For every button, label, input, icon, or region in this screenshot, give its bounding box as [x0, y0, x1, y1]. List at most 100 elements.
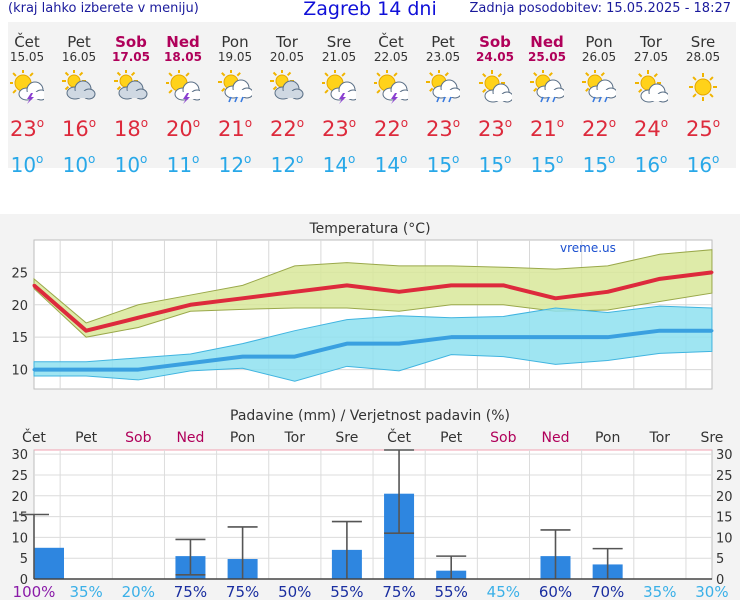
page-title: Zagreb 14 dni: [303, 0, 437, 20]
precip-probability: 50%: [278, 583, 311, 600]
y-tick-label-right: 5: [716, 552, 724, 567]
y-tick-label: 25: [11, 469, 28, 484]
max-temp: 23o: [425, 116, 461, 141]
charts-panel: 10 15 20 25 Temperatura (°C) vreme.us Padavine…: [0, 214, 740, 600]
max-temp-point: [293, 290, 297, 294]
day-column: Pet 23.05 23o 15o: [417, 22, 469, 177]
min-temp-point: [241, 355, 245, 359]
day-column: Sre 28.05 25o 16o: [677, 22, 729, 178]
sun-cloud-rain-icon: [218, 69, 254, 104]
precip-bar: [34, 547, 64, 579]
min-temp: 14o: [374, 152, 408, 177]
min-temp: 15o: [530, 152, 564, 177]
max-temp-point: [32, 283, 36, 287]
day-date: 15.05: [9, 50, 45, 64]
max-temp: 21o: [217, 116, 253, 141]
day-name: Ned: [530, 33, 564, 51]
y-tick-label-right: 15: [716, 511, 733, 526]
y-tick-label-right: 20: [716, 490, 733, 505]
max-temp: 18o: [113, 116, 149, 141]
max-temp-point: [606, 290, 610, 294]
max-temp: 25o: [685, 116, 721, 141]
sun-cloud-lightning-icon: [373, 69, 412, 104]
precip-probability: 20%: [122, 583, 155, 600]
y-tick-label: 15: [11, 511, 28, 526]
min-temp-point: [345, 342, 349, 346]
partly-cloudy-icon: [634, 70, 670, 104]
max-temp: 22o: [581, 116, 617, 141]
day-name: Tor: [640, 33, 662, 51]
max-temp-point: [710, 270, 714, 274]
day-name: Pon: [221, 33, 249, 51]
max-temp-point: [136, 316, 140, 320]
precip-probability: 35%: [643, 583, 676, 600]
cloudy-sun-icon: [62, 69, 96, 104]
max-temp: 22o: [373, 116, 409, 141]
precip-probability: 55%: [330, 583, 363, 600]
day-column: Pon 19.05 21o 12o: [209, 22, 261, 177]
min-temp: 16o: [686, 152, 720, 177]
day-date: 18.05: [164, 50, 202, 64]
day-column: Sre 21.05 23o 14o: [313, 22, 365, 177]
min-temp-point: [710, 329, 714, 333]
precip-probability: 55%: [435, 583, 468, 600]
precip-day-label: Tor: [284, 430, 306, 446]
max-temp-point: [501, 283, 505, 287]
max-temp-point: [84, 329, 88, 333]
max-temp: 23o: [321, 116, 357, 141]
precip-probability: 70%: [591, 583, 624, 600]
min-temp-point: [449, 335, 453, 339]
max-temp: 24o: [633, 116, 669, 141]
precip-day-label: Pon: [230, 430, 255, 446]
day-name: Sre: [326, 33, 352, 51]
daily-forecast-strip: Čet 15.05 23o 10o Pet 16.05 16o 10o Sob 17.05 18o 1…: [8, 22, 736, 177]
precip-probability: 30%: [695, 583, 728, 600]
precip-probability: 75%: [382, 583, 415, 600]
day-name: Tor: [276, 33, 298, 51]
min-temp: 14o: [322, 152, 356, 177]
sun-cloud-lightning-icon: [165, 69, 204, 104]
y-tick-label: 0: [20, 573, 28, 588]
max-temp: 20o: [165, 116, 201, 141]
y-tick-label: 20: [11, 490, 28, 505]
precip-day-label: Ned: [542, 430, 570, 446]
max-temp-point: [658, 277, 662, 281]
precip-probability: 100%: [13, 583, 56, 600]
day-name: Sob: [479, 33, 511, 51]
precip-day-label: Čet: [22, 428, 46, 446]
min-temp: 11o: [166, 152, 200, 177]
day-column: Čet 22.05 22o 14o: [365, 22, 417, 177]
day-date: 17.05: [112, 50, 150, 64]
precip-day-label: Pet: [75, 430, 98, 446]
location-hint: (kraj lahko izberete v meniju): [8, 1, 199, 16]
min-temp-point: [32, 368, 36, 372]
min-temp: 12o: [270, 152, 304, 177]
max-temp: 16o: [61, 116, 97, 141]
min-temp: 15o: [478, 152, 512, 177]
min-temp-point: [188, 361, 192, 365]
day-date: 16.05: [61, 50, 97, 64]
y-tick-label-right: 25: [716, 469, 733, 484]
min-temp-point: [606, 335, 610, 339]
day-name: Sre: [690, 33, 716, 51]
min-temp-point: [658, 329, 662, 333]
sun-cloud-rain-icon: [530, 69, 566, 104]
day-column: Pet 16.05 16o 10o: [53, 22, 105, 178]
min-temp: 12o: [218, 152, 252, 177]
min-temp: 10o: [10, 152, 44, 177]
day-column: Tor 27.05 24o 16o: [625, 22, 677, 177]
min-temp: 15o: [582, 152, 616, 177]
precip-day-label: Čet: [387, 428, 411, 446]
precip-probability: 45%: [487, 583, 520, 600]
y-tick-label: 10: [11, 364, 28, 379]
min-temp-point: [293, 355, 297, 359]
max-temp-point: [345, 283, 349, 287]
min-temp-point: [397, 342, 401, 346]
day-date: 28.05: [685, 50, 721, 64]
partly-cloudy-icon: [478, 70, 514, 104]
max-temp: 21o: [529, 116, 565, 141]
sun-cloud-rain-icon: [582, 69, 618, 104]
cloudy-sun-icon: [114, 69, 148, 104]
forecast-charts: 10 15 20 25 Temperatura (°C) vreme.us Padavine…: [11, 221, 733, 600]
y-tick-label-right: 30: [716, 448, 733, 463]
